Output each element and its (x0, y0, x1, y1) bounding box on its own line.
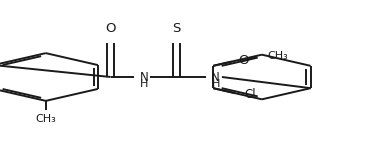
Text: H: H (140, 79, 148, 89)
Text: O: O (105, 22, 116, 35)
Text: N: N (211, 71, 220, 84)
Text: S: S (172, 22, 181, 35)
Text: O: O (238, 54, 248, 67)
Text: N: N (140, 71, 148, 84)
Text: CH₃: CH₃ (35, 114, 56, 124)
Text: CH₃: CH₃ (267, 51, 288, 61)
Text: Cl: Cl (244, 88, 256, 101)
Text: H: H (211, 79, 220, 89)
